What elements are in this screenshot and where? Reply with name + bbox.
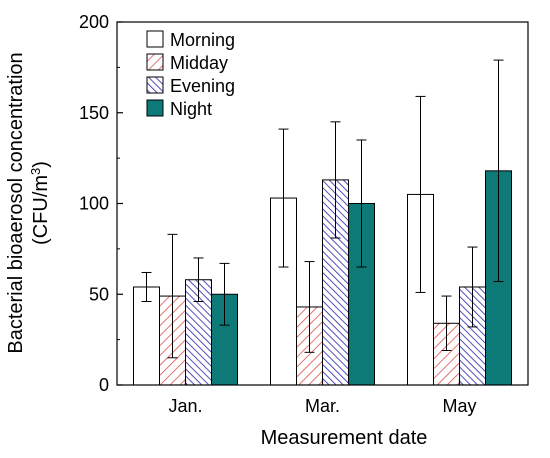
y-unit-prefix: (CFU/m bbox=[30, 175, 52, 245]
error-bar bbox=[167, 233, 178, 359]
error-bars-layer bbox=[141, 59, 504, 359]
y-axis-title: Bacterial bioaerosol concentration bbox=[5, 52, 27, 353]
error-bar bbox=[441, 295, 452, 352]
error-bar bbox=[141, 271, 152, 303]
error-bar bbox=[304, 261, 315, 353]
y-tick-label: 100 bbox=[79, 194, 109, 214]
legend-label: Morning bbox=[170, 30, 235, 50]
error-bar bbox=[219, 262, 230, 326]
y-tick-label: 150 bbox=[79, 103, 109, 123]
error-bar bbox=[493, 59, 504, 283]
legend-item-evening: Evening bbox=[146, 76, 235, 96]
error-bar bbox=[467, 246, 478, 328]
legend-label: Evening bbox=[170, 76, 235, 96]
error-bar bbox=[415, 95, 426, 293]
y-tick-label: 200 bbox=[79, 12, 109, 32]
x-tick-label: Jan. bbox=[168, 396, 202, 416]
x-tick-label: Mar. bbox=[305, 396, 340, 416]
bar-night-jan bbox=[211, 293, 238, 386]
legend-item-morning: Morning bbox=[146, 30, 235, 50]
error-bar bbox=[193, 257, 204, 303]
y-tick-label: 50 bbox=[89, 284, 109, 304]
legend-item-night: Night bbox=[146, 99, 212, 119]
legend-swatch bbox=[146, 53, 164, 71]
legend-swatch bbox=[146, 99, 164, 117]
bar-morning-jan bbox=[133, 286, 160, 386]
y-tick-label: 0 bbox=[99, 375, 109, 395]
bars-layer bbox=[133, 170, 512, 386]
error-bar bbox=[330, 121, 341, 239]
legend-swatch bbox=[146, 76, 164, 94]
error-bar bbox=[278, 128, 289, 268]
legend-label: Midday bbox=[170, 53, 228, 73]
legend-swatch bbox=[146, 30, 164, 48]
x-tick-label: May bbox=[442, 396, 476, 416]
y-unit-sup: 3 bbox=[28, 168, 43, 175]
x-axis-title: Measurement date bbox=[261, 427, 428, 449]
axes-layer: 0 50 100 150 200 Jan. Mar. May bbox=[79, 12, 529, 416]
error-bar bbox=[356, 139, 367, 268]
y-unit-suffix: ) bbox=[30, 161, 52, 168]
legend-label: Night bbox=[170, 99, 212, 119]
legend: Morning Midday Evening Night bbox=[146, 30, 235, 119]
legend-item-midday: Midday bbox=[146, 53, 228, 73]
y-axis-unit: (CFU/m3) bbox=[28, 161, 53, 245]
